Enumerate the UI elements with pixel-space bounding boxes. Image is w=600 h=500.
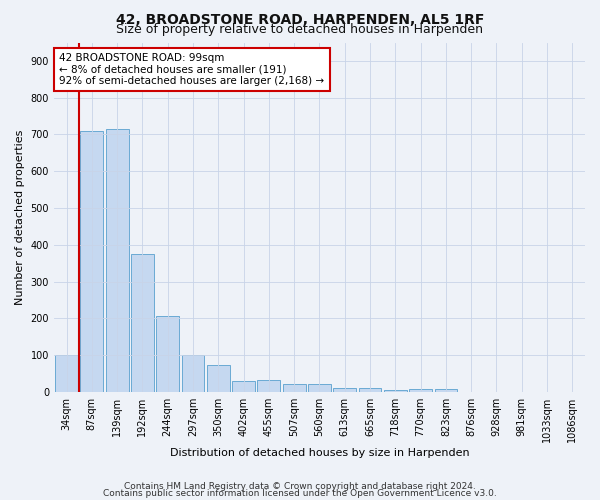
Bar [334, 388, 356, 392]
X-axis label: Distribution of detached houses by size in Harpenden: Distribution of detached houses by size … [170, 448, 469, 458]
Bar [384, 390, 407, 392]
Bar [182, 355, 205, 392]
Bar [55, 355, 78, 392]
Bar [434, 389, 457, 392]
Bar [308, 384, 331, 392]
Text: Contains HM Land Registry data © Crown copyright and database right 2024.: Contains HM Land Registry data © Crown c… [124, 482, 476, 491]
Bar [359, 388, 382, 392]
Bar [207, 366, 230, 392]
Bar [257, 380, 280, 392]
Bar [232, 381, 255, 392]
Y-axis label: Number of detached properties: Number of detached properties [15, 130, 25, 305]
Text: Contains public sector information licensed under the Open Government Licence v3: Contains public sector information licen… [103, 489, 497, 498]
Bar [283, 384, 305, 392]
Bar [409, 389, 432, 392]
Text: Size of property relative to detached houses in Harpenden: Size of property relative to detached ho… [116, 22, 484, 36]
Text: 42 BROADSTONE ROAD: 99sqm
← 8% of detached houses are smaller (191)
92% of semi-: 42 BROADSTONE ROAD: 99sqm ← 8% of detach… [59, 53, 325, 86]
Bar [106, 129, 128, 392]
Bar [80, 131, 103, 392]
Text: 42, BROADSTONE ROAD, HARPENDEN, AL5 1RF: 42, BROADSTONE ROAD, HARPENDEN, AL5 1RF [116, 12, 484, 26]
Bar [131, 254, 154, 392]
Bar [157, 316, 179, 392]
